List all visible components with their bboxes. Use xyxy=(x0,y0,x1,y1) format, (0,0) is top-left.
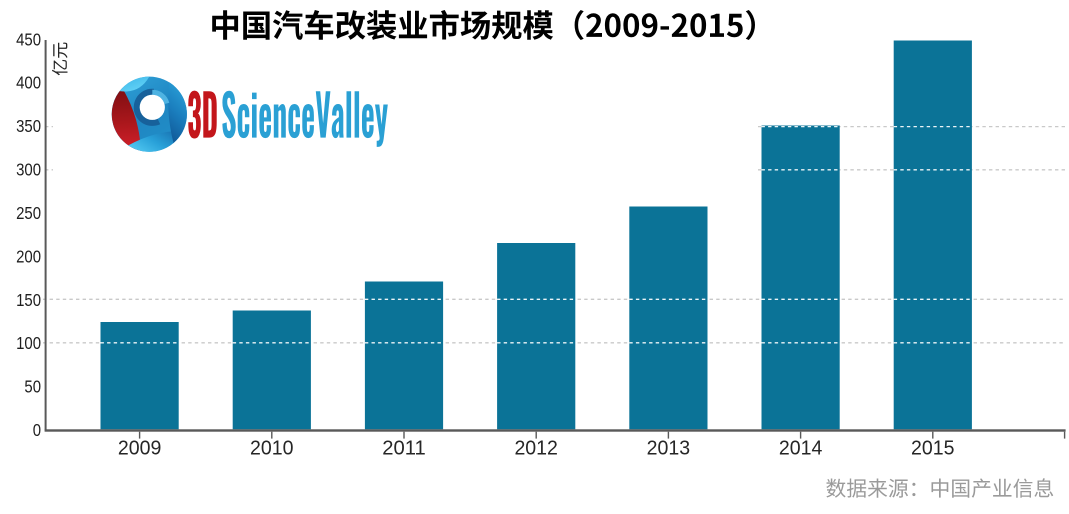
svg-text:150: 150 xyxy=(16,290,41,310)
svg-text:2015: 2015 xyxy=(911,437,955,460)
svg-text:400: 400 xyxy=(16,73,41,93)
svg-text:100: 100 xyxy=(16,333,41,353)
svg-text:200: 200 xyxy=(16,246,41,266)
svg-text:2009: 2009 xyxy=(118,437,162,460)
svg-text:0: 0 xyxy=(33,420,41,440)
svg-text:350: 350 xyxy=(16,116,41,136)
svg-text:2014: 2014 xyxy=(779,437,823,460)
svg-text:250: 250 xyxy=(16,203,41,223)
svg-text:2011: 2011 xyxy=(382,437,426,460)
svg-text:2013: 2013 xyxy=(647,437,691,460)
svg-text:2010: 2010 xyxy=(250,437,294,460)
svg-text:300: 300 xyxy=(16,160,41,180)
svg-text:2012: 2012 xyxy=(514,437,558,460)
svg-text:450: 450 xyxy=(16,29,41,49)
svg-text:50: 50 xyxy=(24,377,41,397)
